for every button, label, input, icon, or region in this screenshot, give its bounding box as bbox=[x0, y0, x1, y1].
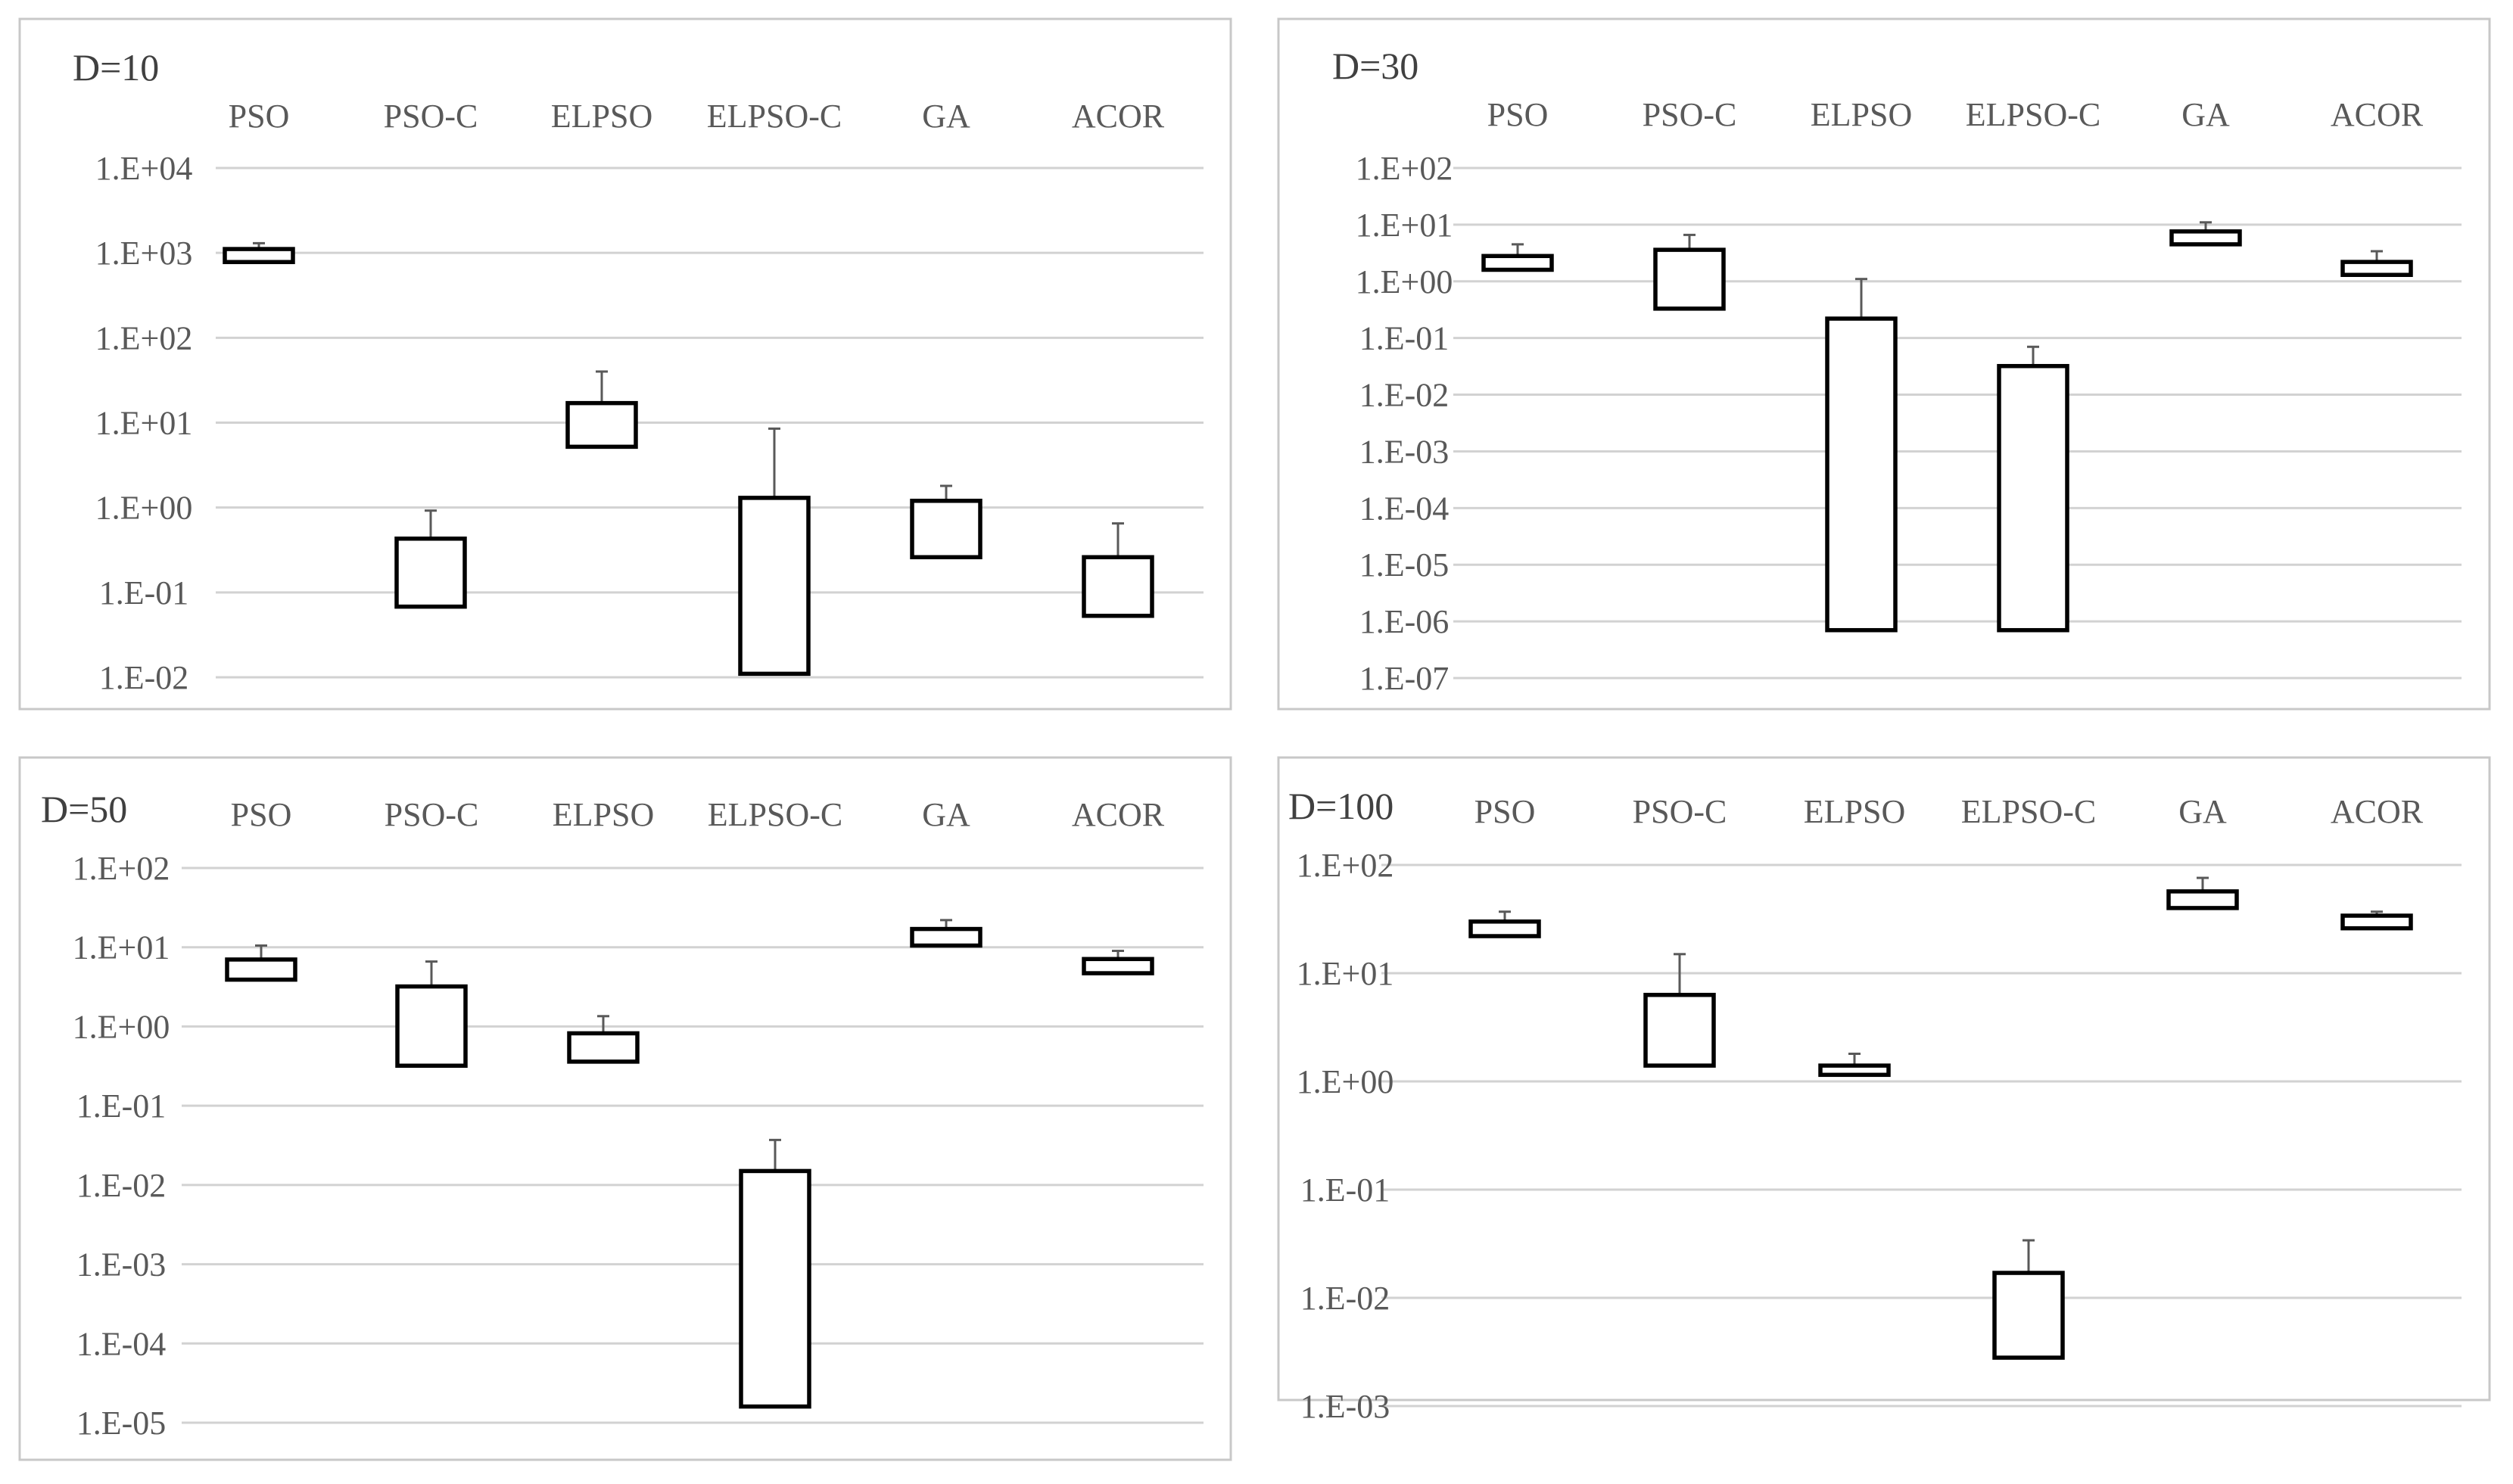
box-elpso-c bbox=[1992, 1271, 2065, 1360]
box-pso-c bbox=[395, 984, 468, 1068]
box-elpso bbox=[565, 400, 638, 450]
panel-frame bbox=[18, 756, 1232, 1461]
category-label: ELPSO bbox=[553, 796, 654, 833]
y-tick-label: 1.E+02 bbox=[73, 850, 170, 887]
y-tick-label: 1.E-02 bbox=[76, 1167, 167, 1204]
category-label: PSO-C bbox=[1643, 96, 1737, 133]
category-label: PSO-C bbox=[385, 796, 479, 833]
y-tick-label: 1.E+00 bbox=[1356, 263, 1453, 300]
category-label: ACOR bbox=[1072, 796, 1165, 833]
box-elpso bbox=[1818, 1063, 1891, 1078]
y-tick-label: 1.E-03 bbox=[76, 1246, 167, 1283]
y-tick-label: 1.E+01 bbox=[73, 929, 170, 966]
y-tick-label: 1.E-01 bbox=[99, 574, 189, 611]
y-tick-label: 1.E-05 bbox=[1359, 546, 1450, 583]
panel-frame bbox=[18, 17, 1232, 711]
chart-panel-2: 1.E+02 1.E+01 1.E+00 1.E-01 1.E-02 1.E-03 1.E-… bbox=[1277, 17, 2491, 711]
y-tick-label: 1.E+00 bbox=[73, 1008, 170, 1045]
category-label: PSO bbox=[231, 796, 292, 833]
y-tick-label: 1.E+02 bbox=[1356, 150, 1453, 187]
box-pso bbox=[1481, 254, 1554, 272]
y-tick-label: 1.E+04 bbox=[95, 150, 193, 187]
chart-panel-3: 1.E+02 1.E+01 1.E+00 1.E-01 1.E-02 1.E-03 1.E-… bbox=[18, 756, 1232, 1461]
box-ga bbox=[910, 499, 982, 560]
category-label: ELPSO-C bbox=[707, 98, 842, 135]
box-elpso-c bbox=[738, 496, 811, 677]
y-tick-label: 1.E-03 bbox=[1359, 433, 1450, 470]
box-ga bbox=[2166, 889, 2239, 910]
y-tick-label: 1.E-01 bbox=[1300, 1171, 1390, 1209]
category-label: ACOR bbox=[1072, 98, 1165, 135]
category-label: ELPSO-C bbox=[1966, 96, 2100, 133]
category-label: PSO-C bbox=[384, 98, 478, 135]
box-elpso bbox=[567, 1031, 640, 1064]
y-tick-label: 1.E+00 bbox=[95, 490, 193, 527]
box-ga bbox=[2169, 229, 2242, 247]
category-label: ACOR bbox=[2331, 793, 2424, 830]
y-tick-label: 1.E+02 bbox=[95, 319, 193, 356]
category-label: GA bbox=[922, 98, 970, 135]
category-label: ELPSO bbox=[1811, 96, 1912, 133]
y-tick-label: 1.E-05 bbox=[76, 1405, 167, 1442]
box-acor bbox=[1082, 957, 1154, 975]
y-tick-label: 1.E-07 bbox=[1359, 660, 1450, 697]
category-label: ACOR bbox=[2331, 96, 2424, 133]
category-label: PSO bbox=[1474, 793, 1536, 830]
box-acor bbox=[2340, 260, 2413, 277]
chart-title: D=100 bbox=[1288, 785, 1394, 827]
y-tick-label: 1.E-01 bbox=[1359, 320, 1450, 357]
category-label: ELPSO-C bbox=[1961, 793, 2096, 830]
y-tick-label: 1.E-03 bbox=[1300, 1388, 1390, 1425]
y-tick-label: 1.E-02 bbox=[99, 659, 189, 696]
category-label: ELPSO-C bbox=[708, 796, 842, 833]
y-tick-label: 1.E+00 bbox=[1297, 1063, 1394, 1100]
box-acor bbox=[2340, 913, 2413, 931]
chart-title: D=30 bbox=[1332, 45, 1418, 87]
box-pso bbox=[225, 957, 297, 982]
category-label: ELPSO bbox=[551, 98, 652, 135]
chart-panel-4: 1.E+02 1.E+01 1.E+00 1.E-01 1.E-02 1.E-03 D=10… bbox=[1277, 756, 2491, 1425]
box-elpso-c bbox=[1997, 363, 2069, 633]
y-tick-label: 1.E+01 bbox=[1297, 955, 1394, 992]
box-elpso-c bbox=[739, 1168, 811, 1409]
y-tick-label: 1.E+01 bbox=[95, 405, 193, 442]
chart-panel-1: 1.E+04 1.E+03 1.E+02 1.E+01 1.E+00 1.E-01 1.E-… bbox=[18, 17, 1232, 711]
category-label: GA bbox=[2178, 793, 2227, 830]
y-tick-label: 1.E+02 bbox=[1297, 847, 1394, 884]
box-pso bbox=[223, 247, 295, 265]
category-label: GA bbox=[2181, 96, 2230, 133]
y-tick-label: 1.E-04 bbox=[1359, 490, 1450, 527]
y-tick-label: 1.E+01 bbox=[1356, 207, 1453, 244]
category-label: PSO bbox=[1487, 96, 1549, 133]
y-tick-label: 1.E-02 bbox=[1359, 377, 1450, 414]
box-pso-c bbox=[1643, 992, 1716, 1068]
box-ga bbox=[910, 926, 982, 948]
category-label: PSO-C bbox=[1633, 793, 1727, 830]
box-pso-c bbox=[1653, 247, 1726, 311]
chart-title: D=50 bbox=[41, 788, 127, 830]
box-elpso bbox=[1825, 316, 1898, 633]
category-label: ELPSO bbox=[1804, 793, 1905, 830]
box-acor bbox=[1082, 555, 1154, 618]
y-tick-label: 1.E+03 bbox=[95, 235, 193, 272]
y-tick-label: 1.E-04 bbox=[76, 1325, 167, 1362]
category-label: GA bbox=[922, 796, 970, 833]
y-tick-label: 1.E-01 bbox=[76, 1087, 167, 1125]
box-pso bbox=[1468, 919, 1541, 938]
box-pso-c bbox=[394, 537, 467, 609]
category-label: PSO bbox=[229, 98, 290, 135]
chart-title: D=10 bbox=[73, 46, 159, 89]
y-tick-label: 1.E-06 bbox=[1359, 603, 1450, 640]
y-tick-label: 1.E-02 bbox=[1300, 1280, 1390, 1317]
panel-frame bbox=[1277, 756, 2491, 1402]
